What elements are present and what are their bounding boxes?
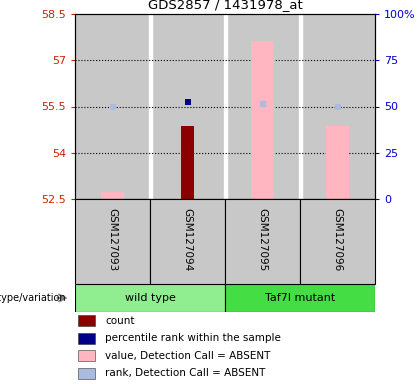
Bar (225, 14, 300, 199)
Text: rank, Detection Call = ABSENT: rank, Detection Call = ABSENT (105, 368, 265, 378)
Bar (225, 284, 375, 312)
Bar (75, 284, 225, 312)
Bar (78, 350, 94, 361)
Text: genotype/variation: genotype/variation (0, 293, 67, 303)
Bar (78, 315, 94, 326)
Text: GSM127093: GSM127093 (108, 208, 118, 271)
Bar (251, 41, 274, 199)
Text: percentile rank within the sample: percentile rank within the sample (105, 333, 281, 343)
Bar (75, 199, 150, 284)
Text: GSM127096: GSM127096 (333, 208, 342, 271)
Bar (300, 14, 375, 199)
Bar (101, 192, 124, 199)
Bar (78, 333, 94, 344)
Bar (300, 199, 375, 284)
Bar (299, 14, 302, 199)
Bar (150, 14, 225, 199)
Bar (181, 126, 194, 199)
Bar (150, 199, 225, 284)
Text: GSM127094: GSM127094 (183, 208, 192, 271)
Text: Taf7l mutant: Taf7l mutant (265, 293, 335, 303)
Title: GDS2857 / 1431978_at: GDS2857 / 1431978_at (147, 0, 302, 12)
Bar (223, 14, 226, 199)
Bar (149, 14, 152, 199)
Bar (75, 14, 150, 199)
Bar (78, 367, 94, 379)
Text: GSM127095: GSM127095 (257, 208, 268, 271)
Bar (326, 126, 349, 199)
Text: value, Detection Call = ABSENT: value, Detection Call = ABSENT (105, 351, 270, 361)
Text: wild type: wild type (125, 293, 176, 303)
Text: count: count (105, 316, 134, 326)
Bar (225, 199, 300, 284)
